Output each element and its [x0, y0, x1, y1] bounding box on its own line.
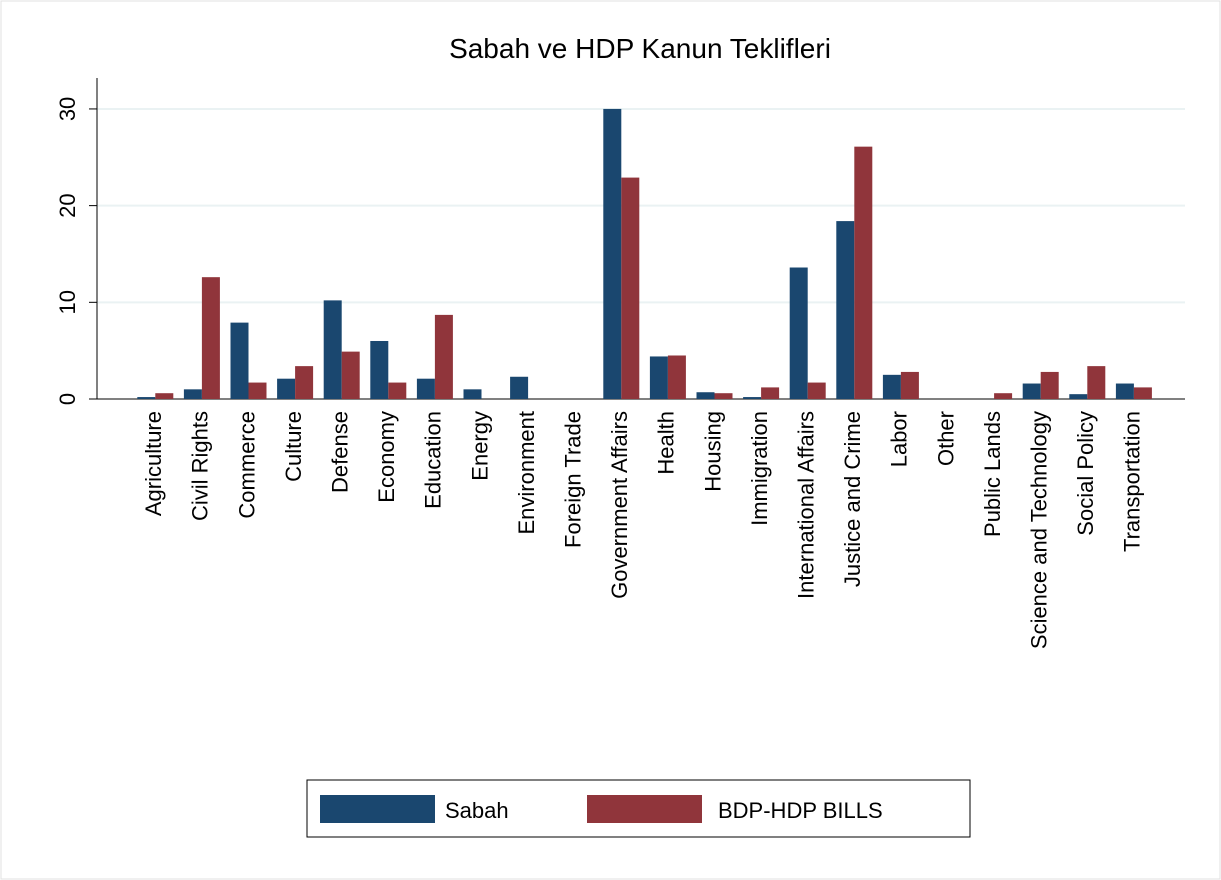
x-tick-label: Foreign Trade	[561, 411, 586, 548]
legend-swatch	[587, 795, 702, 823]
bar	[807, 382, 826, 399]
bar	[416, 378, 435, 399]
bar	[463, 389, 482, 399]
bar	[649, 356, 668, 399]
bar	[621, 177, 640, 399]
legend-label: Sabah	[445, 798, 509, 823]
x-tick-label: Labor	[887, 411, 912, 467]
bar	[1133, 387, 1152, 399]
bar	[900, 371, 919, 399]
bar	[248, 382, 267, 399]
bar	[277, 378, 296, 399]
x-tick-label: Justice and Crime	[840, 411, 865, 587]
bar	[1069, 394, 1088, 399]
bar	[510, 376, 529, 399]
bar	[714, 393, 733, 399]
x-tick-label: Defense	[328, 411, 353, 493]
x-tick-label: Commerce	[234, 411, 259, 519]
x-tick-label: Environment	[514, 411, 539, 535]
x-tick-label: Energy	[467, 411, 492, 481]
bar	[882, 374, 901, 399]
bar	[761, 387, 780, 399]
y-tick-label: 0	[55, 393, 80, 405]
bar	[667, 355, 686, 399]
bar	[1040, 371, 1059, 399]
x-tick-label: International Affairs	[794, 411, 819, 599]
bar	[137, 397, 156, 399]
y-tick-label: 20	[55, 193, 80, 217]
bar	[1087, 366, 1106, 399]
x-tick-label: Health	[654, 411, 679, 475]
x-tick-label: Agriculture	[141, 411, 166, 516]
bar	[370, 340, 389, 399]
x-tick-label: Immigration	[747, 411, 772, 526]
x-tick-label: Public Lands	[980, 411, 1005, 537]
x-tick-label: Education	[421, 411, 446, 509]
bar	[295, 366, 314, 399]
x-tick-label: Other	[933, 411, 958, 466]
x-tick-label: Social Policy	[1073, 411, 1098, 536]
x-tick-label: Economy	[374, 411, 399, 503]
x-tick-label: Transportation	[1120, 411, 1145, 552]
bar	[789, 267, 808, 399]
legend-label: BDP-HDP BILLS	[718, 798, 883, 823]
bar	[388, 382, 407, 399]
bar	[854, 146, 873, 399]
bar	[836, 221, 855, 399]
x-tick-label: Science and Technology	[1027, 411, 1052, 649]
bar	[994, 393, 1013, 399]
bar	[696, 392, 715, 399]
bar	[155, 393, 174, 399]
bar	[743, 397, 762, 399]
y-tick-label: 10	[55, 290, 80, 314]
x-tick-label: Housing	[700, 411, 725, 492]
x-tick-label: Government Affairs	[607, 411, 632, 599]
bar	[323, 300, 342, 399]
x-tick-label: Civil Rights	[188, 411, 213, 521]
bar	[183, 389, 202, 399]
bar	[434, 314, 453, 399]
bar	[1115, 383, 1134, 399]
x-tick-label: Culture	[281, 411, 306, 482]
bar	[230, 322, 249, 399]
chart-title: Sabah ve HDP Kanun Teklifleri	[449, 33, 831, 64]
bar	[603, 108, 622, 399]
bar	[341, 351, 360, 399]
y-tick-label: 30	[55, 97, 80, 121]
legend-swatch	[320, 795, 435, 823]
bar	[1022, 383, 1041, 399]
bar	[201, 277, 220, 399]
